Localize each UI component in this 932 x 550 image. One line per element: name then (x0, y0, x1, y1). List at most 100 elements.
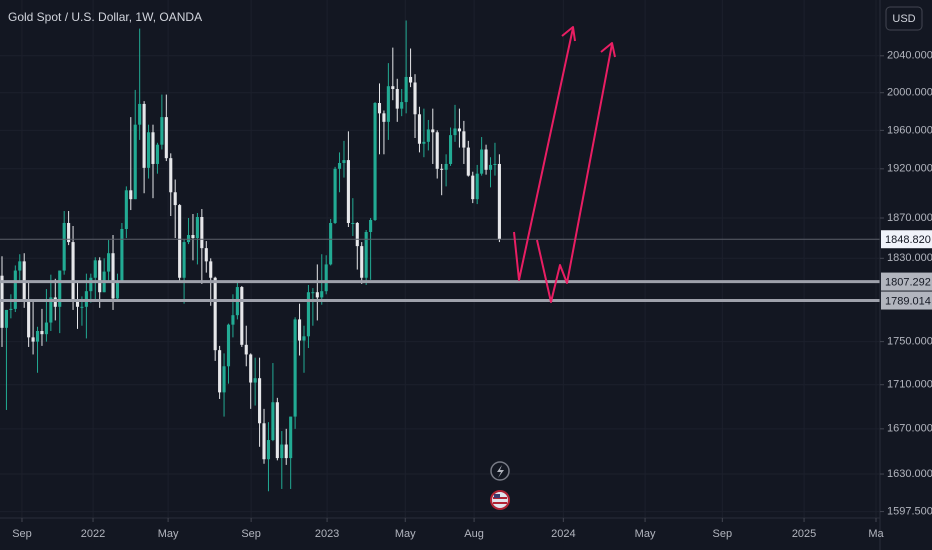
candle-body (475, 173, 479, 200)
candle-body (293, 319, 297, 417)
x-tick-label: May (635, 528, 656, 540)
x-tick-label: May (395, 528, 416, 540)
candle-body (133, 124, 137, 200)
candle-body (382, 113, 386, 122)
candle-body (422, 141, 426, 144)
candle-body (222, 366, 226, 393)
x-tick-label: Ma (868, 528, 884, 540)
candle-body (280, 444, 284, 459)
candle-body (182, 242, 186, 278)
candle-body (351, 222, 355, 224)
candle-body (306, 292, 310, 337)
candle-body (297, 319, 302, 341)
candle-body (80, 306, 84, 308)
candle-body (120, 228, 124, 281)
y-tick-label: 1670.000 (887, 423, 932, 435)
x-tick-label: May (158, 528, 179, 540)
candle-body (138, 103, 142, 125)
candle-body (71, 242, 75, 302)
candle-body (40, 330, 44, 335)
y-tick-label: 1750.000 (887, 336, 932, 348)
candle-body (31, 337, 35, 342)
candle-body (27, 301, 31, 338)
candle-body (409, 76, 413, 83)
y-tick-label: 1870.000 (887, 212, 932, 224)
candle-body (471, 175, 475, 200)
candle-body (333, 168, 337, 223)
arrow-head[interactable] (600, 42, 616, 58)
price-label-box (881, 230, 932, 249)
arrow-path[interactable] (513, 27, 574, 281)
price-label: 1789.014 (885, 295, 931, 307)
axes: 1597.500 1630.000 1670.000 1710.000 1750.000… (12, 50, 932, 540)
candle-body (124, 190, 128, 229)
price-label: 1848.820 (885, 234, 931, 246)
candle-body (435, 132, 439, 169)
candle-body (271, 402, 275, 441)
currency-label[interactable]: USD (892, 13, 915, 25)
candle-body (413, 82, 417, 115)
y-tick-label: 1920.000 (887, 163, 932, 175)
candle-body (284, 444, 288, 459)
arrow-path[interactable] (536, 43, 613, 303)
candle-body (440, 168, 444, 170)
candle-body (453, 128, 457, 136)
lightning (497, 465, 504, 478)
candle-body (107, 253, 111, 272)
candle-body (480, 149, 484, 174)
grid (0, 0, 880, 518)
candle-body (164, 117, 168, 159)
candle-body (84, 291, 88, 307)
candle-body (18, 261, 22, 271)
candle-body (191, 235, 195, 239)
candle-body (200, 216, 204, 249)
candle-body (466, 147, 470, 176)
event-icons[interactable] (490, 461, 510, 510)
arrow-head[interactable] (561, 26, 576, 42)
candle-body (111, 253, 115, 299)
candle-body (98, 260, 102, 293)
candle-body (62, 222, 66, 271)
candle-body (448, 135, 453, 164)
candle-body (244, 344, 248, 355)
candle-body (360, 246, 364, 278)
candle-body (204, 248, 208, 262)
y-tick-label: 2000.000 (887, 87, 932, 99)
x-tick-label: Aug (464, 528, 484, 540)
candle-body (240, 287, 244, 345)
candle-body (9, 308, 13, 310)
candle-body (457, 128, 461, 132)
candle-body (67, 222, 71, 243)
price-label: 1807.292 (885, 276, 931, 288)
candle-body (364, 232, 368, 278)
candle-body (115, 280, 120, 299)
candle-body (431, 129, 435, 133)
flag-canton (494, 494, 500, 498)
flag-stripe (493, 502, 507, 504)
candle-body (395, 88, 399, 109)
candle-body (89, 277, 93, 292)
drawing-arrows[interactable] (513, 26, 616, 303)
candle-body (377, 102, 382, 114)
currency-button[interactable] (885, 6, 923, 31)
candle-body (444, 163, 448, 170)
candle-body (329, 222, 333, 265)
candle-body (93, 260, 97, 278)
flag-icon[interactable] (490, 490, 510, 510)
candle-body (275, 402, 279, 459)
candle-body (253, 378, 257, 383)
candle-body (35, 330, 40, 342)
candle-body (346, 160, 350, 223)
candle-body (178, 205, 182, 278)
x-tick-label: 2024 (551, 528, 575, 540)
price-lines (0, 238, 880, 303)
candle-body (488, 164, 493, 170)
candle-body (4, 309, 8, 328)
y-tick-label: 1830.000 (887, 252, 932, 264)
candle-body (129, 190, 133, 200)
candle-body (320, 291, 324, 298)
price-label-box (881, 291, 932, 310)
candle-body (209, 261, 213, 278)
